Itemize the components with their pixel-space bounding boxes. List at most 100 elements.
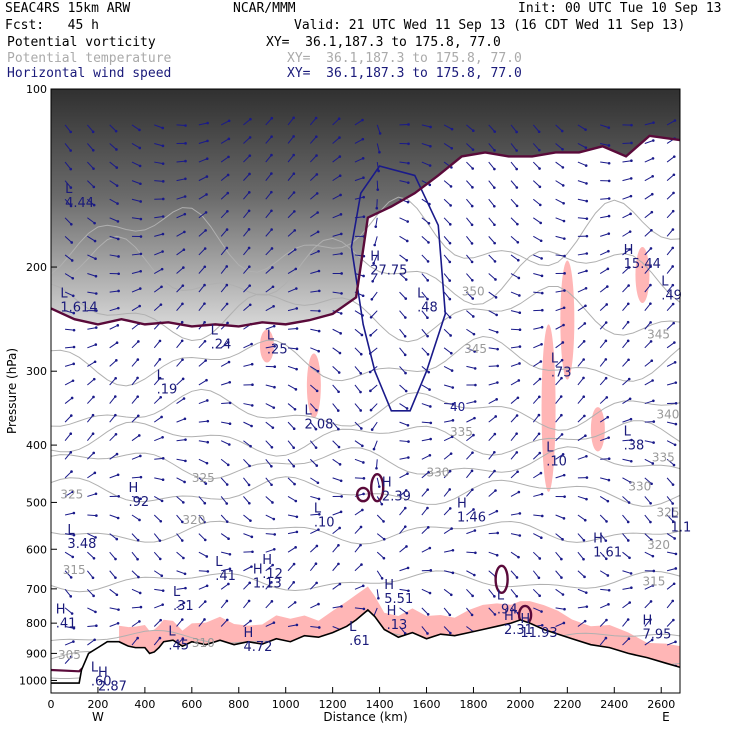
wind-vector-head	[161, 180, 165, 183]
wind-vector	[287, 421, 295, 430]
wind-vector	[666, 619, 674, 627]
wind-vector-head	[225, 302, 229, 306]
wind-vector	[644, 175, 653, 182]
wind-vector-head	[184, 438, 187, 441]
wind-vector-head	[403, 506, 407, 510]
wind-vector	[555, 161, 564, 168]
theta-contour-label: 330	[628, 480, 651, 494]
wind-vector	[399, 546, 407, 553]
wind-vector	[622, 587, 632, 590]
wind-vector-head	[203, 618, 206, 621]
wind-vector	[488, 451, 495, 460]
wind-vector	[488, 236, 496, 244]
wind-vector-head	[671, 246, 675, 250]
extremum-value: 1.1	[671, 520, 692, 535]
wind-vector-head	[518, 328, 522, 332]
wind-vector	[131, 124, 140, 131]
wind-vector-head	[607, 232, 611, 235]
wind-vector-head	[372, 447, 376, 451]
wind-vector-head	[448, 613, 452, 617]
y-axis-label: Pressure (hPa)	[5, 348, 19, 434]
wind-vector	[510, 607, 519, 614]
wind-vector	[666, 533, 675, 539]
extremum-marker: L	[304, 403, 312, 418]
wind-vector-head	[607, 197, 611, 200]
wind-vector	[555, 453, 564, 460]
wind-vector	[198, 122, 208, 126]
wind-vector	[310, 193, 318, 200]
wind-vector	[555, 307, 565, 312]
wind-vector	[443, 124, 453, 130]
wind-vector-head	[426, 488, 430, 491]
wind-vector	[373, 607, 378, 617]
wind-vector-head	[337, 117, 341, 121]
wind-vector-head	[114, 576, 117, 579]
wind-vector-head	[293, 601, 297, 604]
wind-vector-head	[182, 556, 185, 560]
wind-vector-head	[203, 283, 206, 287]
wind-vector-head	[426, 613, 430, 616]
wind-vector	[131, 270, 141, 275]
wind-vector-head	[583, 575, 586, 579]
wind-vector-head	[270, 247, 274, 250]
wind-vector	[510, 346, 520, 349]
wind-vector-head	[539, 471, 543, 475]
wind-vector-head	[362, 477, 366, 480]
wind-vector-head	[539, 239, 543, 243]
wind-vector-head	[517, 490, 521, 494]
wind-vector	[265, 458, 272, 467]
wind-vector	[666, 284, 674, 293]
wind-vector	[220, 284, 228, 293]
wind-vector	[399, 473, 408, 479]
wind-vector	[288, 328, 298, 330]
wind-vector	[153, 286, 162, 293]
wind-vector-head	[651, 462, 655, 465]
y-tick-label: 500	[26, 496, 47, 509]
pv-stratosphere-shading	[51, 89, 680, 327]
wind-vector	[421, 161, 431, 167]
wind-vector	[644, 229, 652, 237]
wind-vector-head	[473, 416, 476, 420]
wind-vector	[644, 477, 652, 485]
wind-vector	[399, 457, 409, 460]
wind-vector	[243, 566, 252, 572]
wind-vector-head	[114, 395, 117, 398]
extremum-marker: H	[520, 612, 530, 627]
wind-vector-head	[250, 342, 253, 346]
theta-contour-label: 320	[647, 538, 670, 552]
wind-vector	[64, 310, 74, 314]
wind-vector-head	[403, 353, 407, 357]
wind-vector	[220, 303, 228, 312]
wind-vector-head	[316, 481, 320, 485]
wind-vector	[154, 180, 164, 182]
wind-vector	[399, 490, 407, 497]
wind-vector-head	[471, 451, 474, 454]
extremum-value: .94	[497, 603, 518, 618]
wind-vector	[153, 533, 161, 541]
wind-vector-head	[161, 197, 165, 201]
wind-vector	[443, 328, 451, 336]
wind-vector	[221, 381, 230, 386]
wind-vector	[243, 440, 251, 447]
wind-vector-head	[672, 321, 675, 325]
wind-vector-head	[471, 129, 475, 133]
wind-vector	[466, 434, 474, 442]
wind-vector	[666, 421, 676, 425]
wind-vector-head	[559, 395, 563, 398]
wind-vector-head	[582, 340, 586, 343]
pv-contour-tropopause	[51, 134, 680, 328]
wind-vector-head	[115, 537, 119, 541]
wind-vector	[354, 564, 362, 572]
wind-vector	[109, 161, 118, 169]
wind-vector-head	[203, 302, 206, 305]
wind-vector	[287, 365, 297, 370]
wind-vector	[555, 324, 564, 330]
wind-vector-head	[116, 621, 120, 625]
wind-vector-head	[630, 586, 633, 590]
wind-vector	[622, 160, 632, 163]
y-tick-label: 800	[26, 617, 47, 630]
wind-vector-head	[72, 511, 76, 515]
wind-vector	[510, 452, 518, 460]
wind-vector	[154, 124, 163, 129]
wind-vector	[176, 160, 186, 163]
